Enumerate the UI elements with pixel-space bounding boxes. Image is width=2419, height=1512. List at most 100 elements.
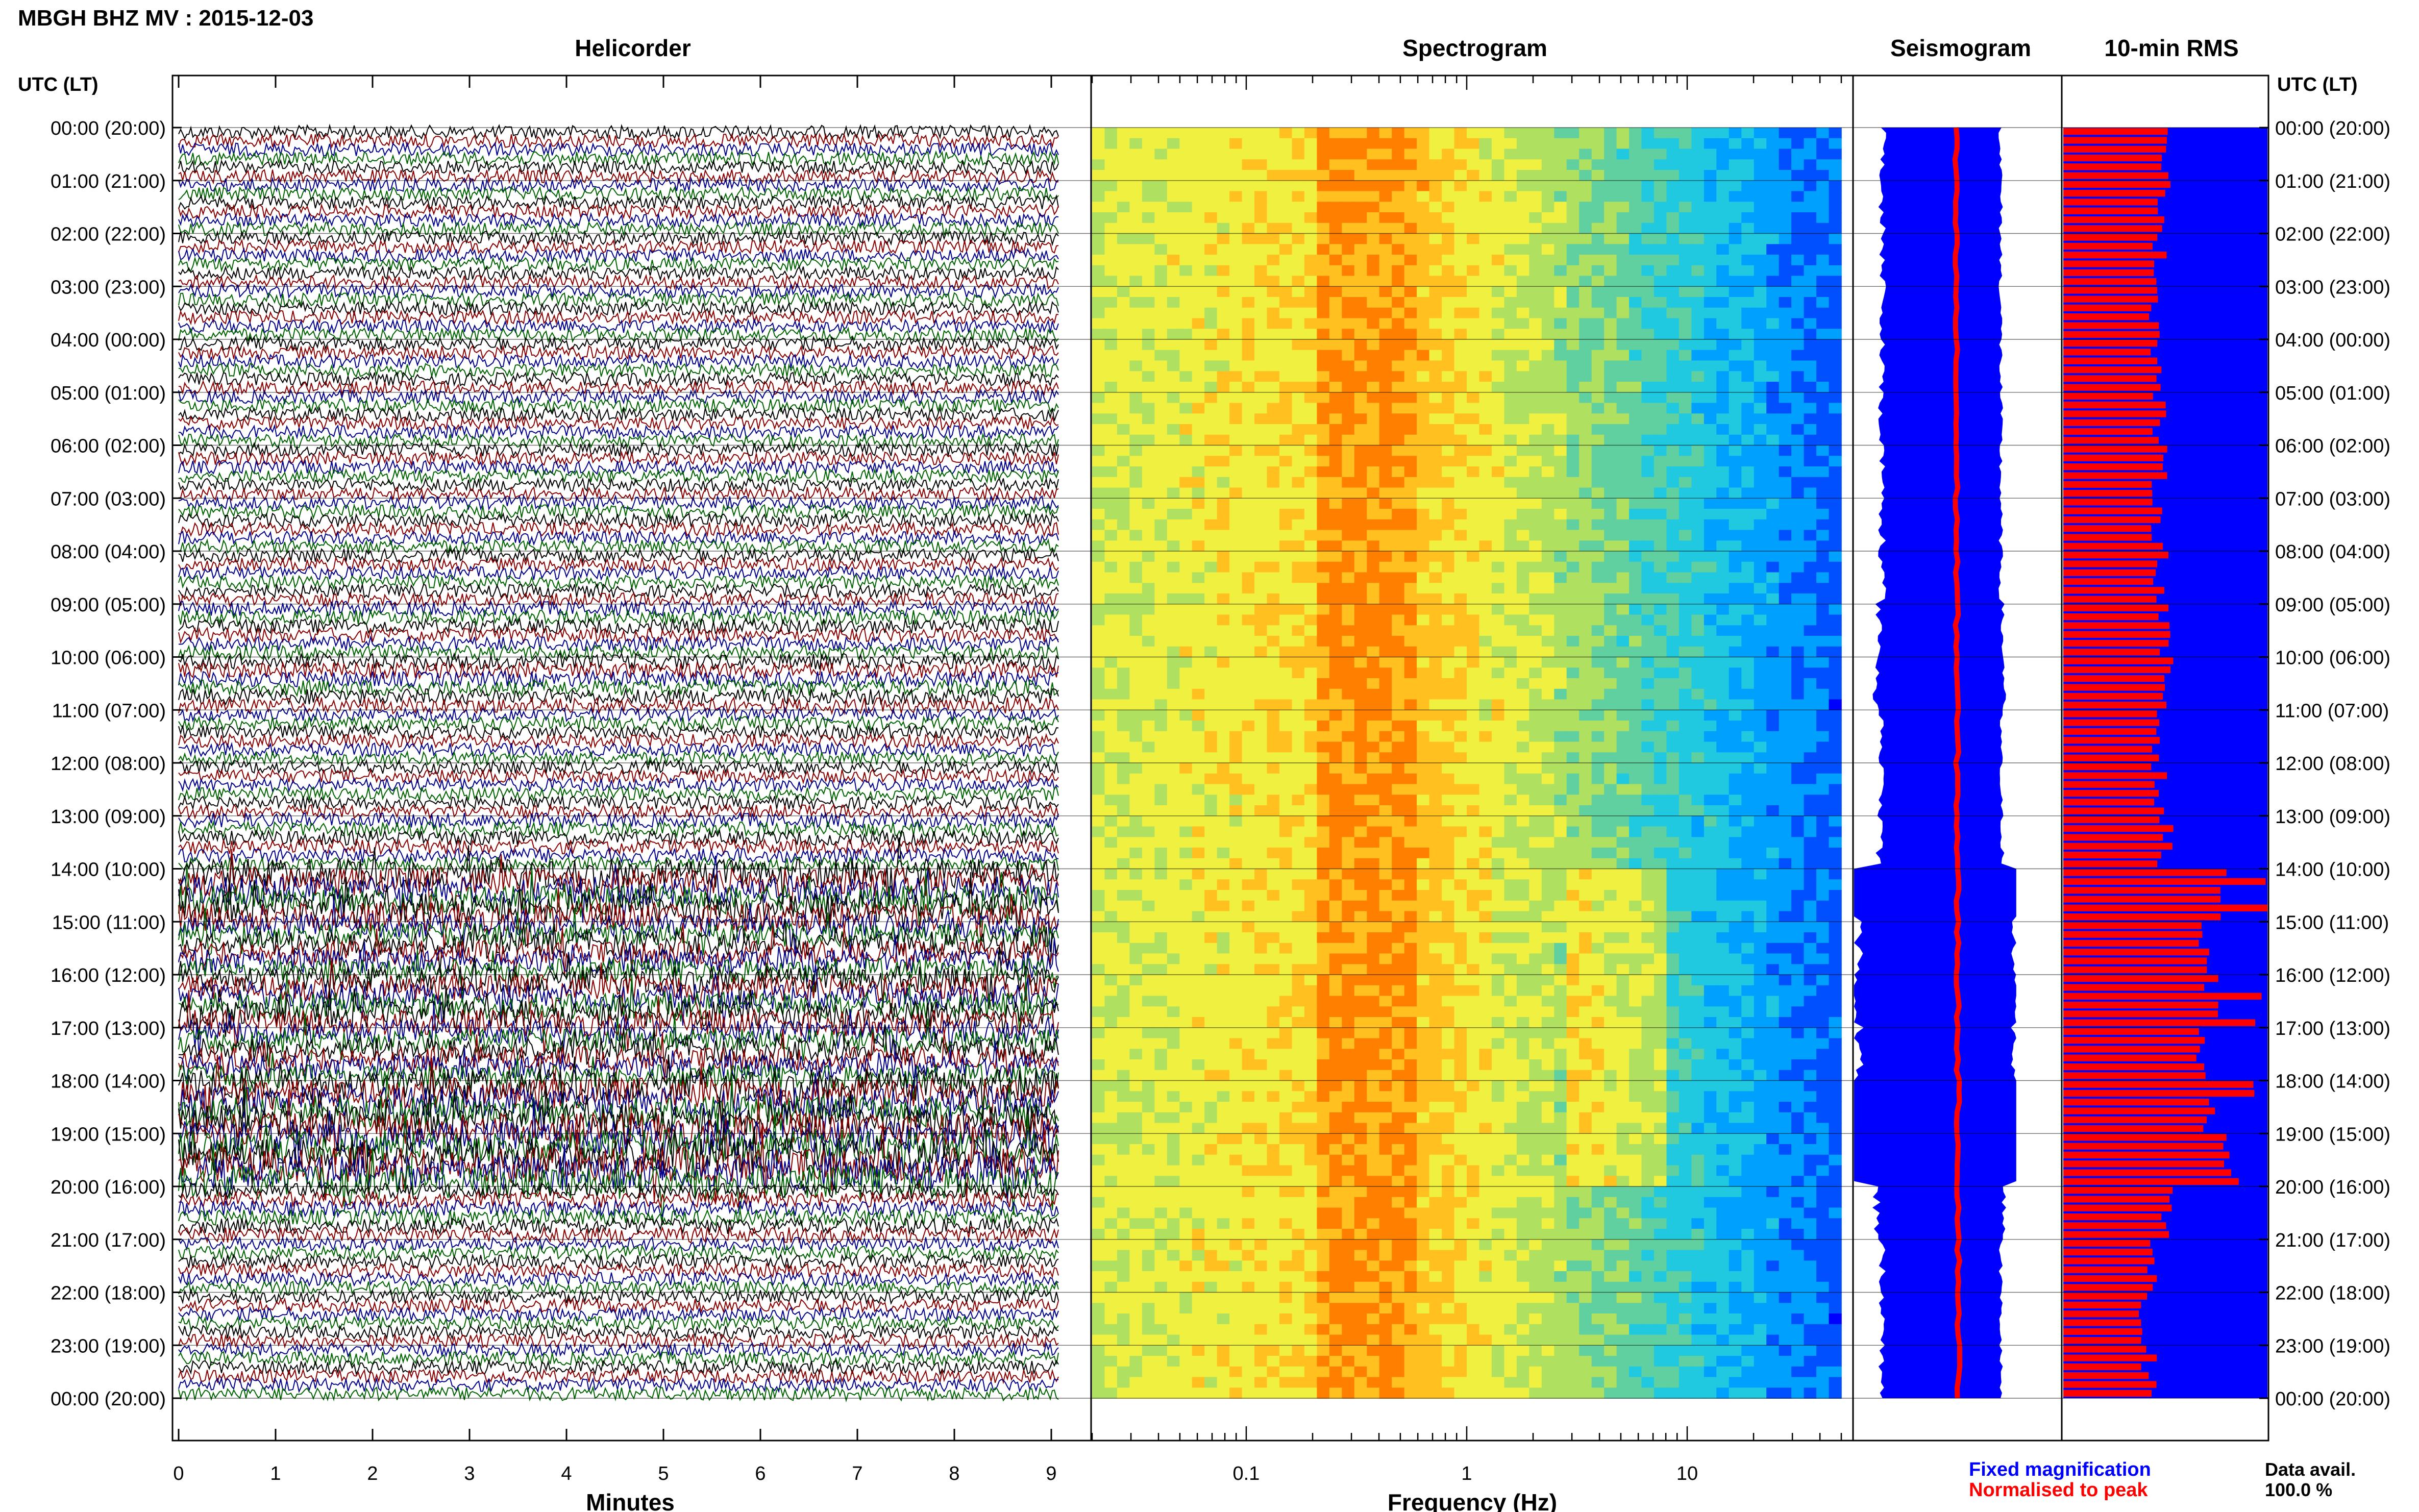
spectrogram-cell: [1529, 943, 1542, 954]
spectrogram-cell: [1804, 795, 1817, 806]
spectrogram-cell: [1691, 953, 1705, 965]
spectrogram-cell: [1554, 646, 1567, 658]
spectrogram-cell: [1779, 741, 1792, 753]
spectrogram-cell: [1479, 148, 1492, 160]
spectrogram-cell: [1104, 180, 1118, 192]
spectrogram-cell: [1766, 900, 1780, 912]
spectrogram-cell: [1229, 329, 1243, 340]
spectrogram-cell: [1816, 148, 1830, 160]
spectrogram-cell: [1192, 815, 1205, 827]
spectrogram-cell: [1829, 943, 1842, 954]
spectrogram-cell: [1829, 329, 1842, 340]
spectrogram-cell: [1342, 445, 1355, 457]
spectrogram-cell: [1766, 339, 1780, 351]
helicorder-trace-row: [178, 617, 1059, 635]
spectrogram-cell: [1254, 890, 1268, 901]
spectrogram-cell: [1504, 307, 1517, 319]
spectrogram-cell: [1367, 731, 1380, 742]
spectrogram-cell: [1392, 456, 1405, 467]
spectrogram-cell: [1479, 498, 1492, 509]
spectrogram-cell: [1704, 805, 1717, 816]
spectrogram-cell: [1292, 159, 1305, 170]
spectrogram-cell: [1417, 212, 1430, 224]
spectrogram-cell: [1254, 752, 1268, 763]
spectrogram-cell: [1729, 212, 1742, 224]
spectrogram-cell: [1616, 530, 1630, 541]
spectrogram-cell: [1242, 604, 1255, 615]
spectrogram-cell: [1429, 826, 1442, 838]
spectrogram-cell: [1829, 657, 1842, 668]
spectrogram-cell: [1516, 943, 1530, 954]
spectrogram-cell: [1467, 487, 1480, 499]
spectrogram-cell: [1716, 519, 1730, 531]
spectrogram-cell: [1766, 869, 1780, 880]
spectrogram-cell: [1529, 371, 1542, 382]
spectrogram-cell: [1491, 392, 1505, 404]
spectrogram-cell: [1142, 128, 1155, 139]
spectrogram-cell: [1616, 159, 1630, 170]
spectrogram-cell: [1779, 466, 1792, 478]
spectrogram-cell: [1804, 657, 1817, 668]
spectrogram-cell: [1791, 159, 1805, 170]
spectrogram-cell: [1342, 286, 1355, 298]
spectrogram-cell: [1392, 890, 1405, 901]
spectrogram-cell: [1367, 678, 1380, 689]
spectrogram-cell: [1479, 583, 1492, 594]
spectrogram-cell: [1179, 869, 1193, 880]
spectrogram-cell: [1616, 667, 1630, 679]
spectrogram-cell: [1217, 890, 1230, 901]
spectrogram-cell: [1342, 625, 1355, 636]
spectrogram-cell: [1604, 943, 1617, 954]
spectrogram-cell: [1179, 795, 1193, 806]
spectrogram-cell: [1417, 721, 1430, 732]
spectrogram-cell: [1154, 636, 1168, 647]
spectrogram-cell: [1404, 900, 1417, 912]
spectrogram-cell: [1741, 255, 1755, 266]
spectrogram-cell: [1554, 339, 1567, 351]
spectrogram-cell: [1491, 350, 1505, 361]
spectrogram-cell: [1354, 826, 1368, 838]
spectrogram-cell: [1541, 699, 1555, 711]
spectrogram-cell: [1616, 244, 1630, 255]
spectrogram-cell: [1754, 953, 1767, 965]
spectrogram-cell: [1442, 900, 1455, 912]
spectrogram-cell: [1104, 350, 1118, 361]
spectrogram-cell: [1654, 487, 1667, 499]
spectrogram-cell: [1704, 667, 1717, 679]
spectrogram-cell: [1379, 371, 1392, 382]
spectrogram-cell: [1779, 487, 1792, 499]
spectrogram-cell: [1629, 360, 1642, 372]
spectrogram-cell: [1591, 688, 1605, 700]
spectrogram-cell: [1254, 593, 1268, 605]
spectrogram-cell: [1404, 636, 1417, 647]
spectrogram-cell: [1229, 922, 1243, 933]
spectrogram-cell: [1329, 371, 1343, 382]
spectrogram-cell: [1579, 519, 1592, 531]
spectrogram-cell: [1766, 170, 1780, 181]
spectrogram-cell: [1117, 307, 1130, 319]
spectrogram-cell: [1092, 403, 1105, 414]
spectrogram-cell: [1604, 180, 1617, 192]
spectrogram-cell: [1716, 932, 1730, 944]
spectrogram-cell: [1791, 487, 1805, 499]
spectrogram-cell: [1292, 551, 1305, 562]
spectrogram-cell: [1804, 826, 1817, 838]
spectrogram-cell: [1691, 699, 1705, 711]
spectrogram-cell: [1641, 773, 1655, 785]
spectrogram-cell: [1379, 128, 1392, 139]
spectrogram-cell: [1541, 688, 1555, 700]
spectrogram-cell: [1267, 699, 1280, 711]
spectrogram-cell: [1691, 371, 1705, 382]
spectrogram-cell: [1541, 148, 1555, 160]
spectrogram-cell: [1142, 212, 1155, 224]
spectrogram-cell: [1616, 487, 1630, 499]
spectrogram-cell: [1204, 890, 1218, 901]
spectrogram-cell: [1217, 170, 1230, 181]
spectrogram-cell: [1491, 879, 1505, 890]
spectrogram-cell: [1417, 826, 1430, 838]
spectrogram-cell: [1154, 403, 1168, 414]
spectrogram-cell: [1329, 636, 1343, 647]
spectrogram-cell: [1179, 953, 1193, 965]
spectrogram-cell: [1342, 975, 1355, 986]
spectrogram-cell: [1442, 932, 1455, 944]
